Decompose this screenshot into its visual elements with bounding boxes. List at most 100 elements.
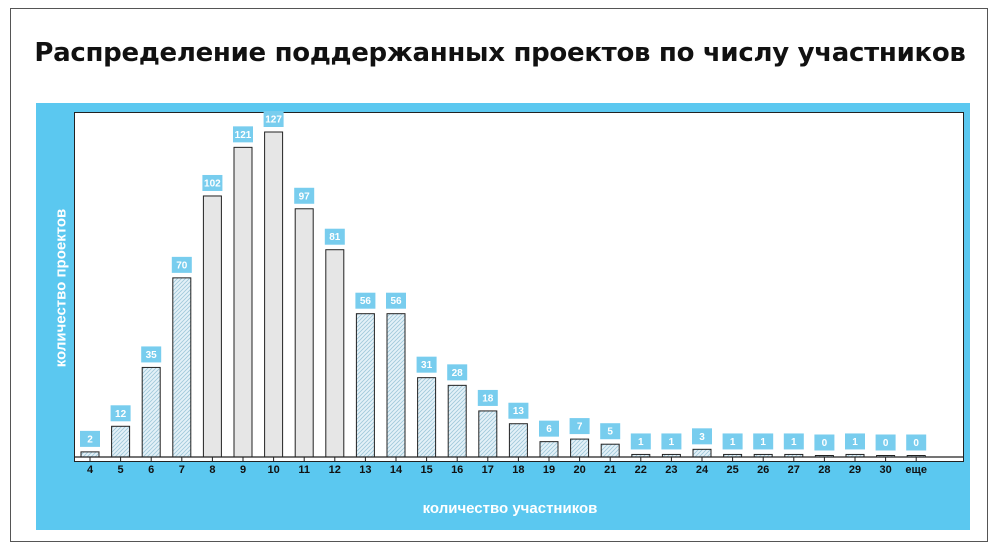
data-label-box (814, 434, 835, 451)
x-tick-label: 7 (179, 464, 185, 476)
data-label-box (263, 111, 284, 127)
data-label: 5 (607, 427, 613, 438)
x-tick-label: 29 (849, 464, 861, 476)
bar-24 (692, 448, 712, 458)
bar-19 (539, 441, 559, 458)
bar-13 (355, 313, 375, 458)
bar-6 (141, 366, 161, 458)
data-label: 28 (452, 368, 464, 379)
data-label: 81 (329, 232, 341, 243)
data-label: 3 (699, 432, 705, 443)
x-tick-label: 10 (267, 464, 279, 476)
bar-8 (202, 195, 222, 458)
bar-11 (294, 208, 314, 458)
data-label: 0 (822, 438, 828, 449)
data-label-box (783, 433, 804, 450)
data-label-box (294, 187, 315, 204)
x-tick-label: 13 (359, 464, 371, 476)
data-label: 127 (265, 115, 282, 126)
data-label-box (324, 228, 345, 245)
data-label: 1 (852, 437, 858, 448)
data-label: 12 (115, 409, 127, 420)
bar-18 (508, 423, 528, 458)
bar-17 (478, 410, 498, 458)
x-tick-label: 4 (87, 464, 94, 476)
data-label: 97 (299, 191, 311, 202)
bar-15 (417, 377, 437, 458)
data-label-box (753, 433, 774, 450)
data-label-box (722, 433, 743, 450)
x-tick-label: 27 (788, 464, 800, 476)
x-tick-label: 25 (726, 464, 738, 476)
x-tick-label: 22 (635, 464, 647, 476)
data-label-box (906, 434, 927, 451)
x-tick-label: 15 (420, 464, 432, 476)
x-tick-label: 5 (118, 464, 124, 476)
x-tick-label: 24 (696, 464, 709, 476)
data-label: 18 (482, 393, 494, 404)
data-label: 102 (204, 178, 221, 189)
data-label: 1 (638, 437, 644, 448)
bar-7 (172, 277, 192, 458)
x-tick-label: 28 (818, 464, 830, 476)
data-label-box (630, 433, 651, 450)
x-tick-label: 19 (543, 464, 555, 476)
data-label-box (539, 420, 559, 437)
bar-10 (264, 131, 284, 458)
data-label-box (233, 126, 253, 143)
x-tick-label: 9 (240, 464, 246, 476)
data-label-box (692, 428, 712, 445)
bar-9 (233, 146, 253, 458)
data-label: 56 (360, 296, 372, 307)
bar-21 (600, 443, 620, 458)
x-tick-label: 20 (573, 464, 585, 476)
data-label-box (477, 389, 498, 406)
data-label-box (600, 423, 621, 440)
x-tick-label: еще (905, 464, 927, 476)
data-label-box (416, 356, 437, 373)
data-label: 6 (546, 424, 552, 435)
x-tick-label: 26 (757, 464, 769, 476)
bar-16 (447, 384, 467, 458)
data-label: 56 (390, 296, 402, 307)
data-label-box (508, 402, 529, 419)
data-label: 2 (87, 434, 93, 445)
data-label-box (569, 418, 590, 435)
x-tick-label: 6 (148, 464, 154, 476)
data-label: 70 (176, 260, 188, 271)
x-tick-label: 18 (512, 464, 524, 476)
bar-5 (111, 425, 131, 458)
bar-12 (325, 249, 345, 458)
x-axis-label: количество участников (422, 500, 598, 517)
data-label-box (202, 174, 223, 191)
x-tick-label: 17 (482, 464, 494, 476)
data-label-box (80, 430, 100, 447)
data-label-box (875, 434, 896, 451)
x-tick-label: 23 (665, 464, 677, 476)
bar-14 (386, 313, 406, 458)
chart-title: Распределение поддержанных проектов по ч… (34, 38, 966, 68)
data-label-box (141, 346, 162, 363)
data-label: 0 (913, 438, 919, 449)
data-label: 13 (513, 406, 525, 417)
x-tick-label: 21 (604, 464, 616, 476)
x-tick-label: 16 (451, 464, 463, 476)
data-label: 121 (235, 130, 252, 141)
data-label: 1 (669, 437, 675, 448)
data-label: 1 (730, 437, 736, 448)
x-tick-label: 11 (298, 464, 310, 476)
data-label: 1 (791, 437, 797, 448)
data-label-box (661, 433, 682, 450)
data-label-box (355, 292, 376, 309)
x-tick-label: 30 (879, 464, 891, 476)
data-label-box (110, 405, 131, 422)
bar-4 (80, 451, 100, 458)
data-label-box (447, 364, 468, 381)
data-label: 0 (883, 438, 889, 449)
data-label-box (845, 433, 865, 450)
x-tick-label: 8 (209, 464, 215, 476)
data-label-box (386, 292, 406, 309)
bar-20 (570, 438, 590, 458)
data-label: 31 (421, 360, 433, 371)
